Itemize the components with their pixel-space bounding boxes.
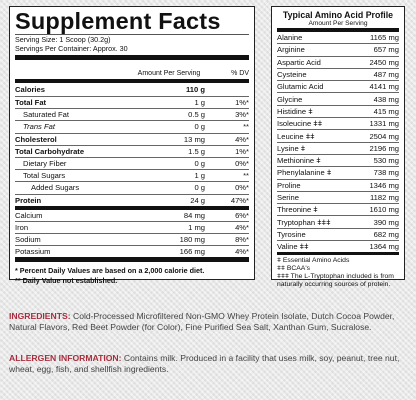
amino-name: Alanine: [277, 33, 303, 43]
dv-not-established-footnote: ** Daily Value not established.: [15, 276, 118, 286]
amino-row: Proline 1346 mg: [277, 178, 399, 191]
facts-row-total-sugars: Total Sugars 1 g **: [15, 169, 249, 181]
facts-row-calories: Calories 110 g: [15, 85, 205, 94]
amino-name: Glycine: [277, 94, 303, 104]
amino-row: Tyrosine 682 mg: [277, 227, 399, 240]
amino-row: Glycine 438 mg: [277, 92, 399, 104]
amount-per-serving-header: Amount Per Serving: [137, 70, 201, 77]
amino-name: Tryptophan ǂǂǂ: [277, 217, 331, 227]
amino-title: Typical Amino Acid Profile: [282, 10, 394, 20]
amino-amount: 2504 mg: [369, 131, 399, 141]
allergen-text: Contains milk. Produced in a facility th…: [9, 353, 400, 374]
amino-amount: 530 mg: [373, 156, 399, 166]
amino-name: Leucine ǂǂ: [277, 131, 315, 141]
amino-name: Aspartic Acid: [277, 57, 321, 67]
amino-row: Alanine 1165 mg: [277, 32, 399, 43]
amino-row: Cysteine 487 mg: [277, 67, 399, 80]
amino-name: Threonine ǂ: [277, 205, 318, 215]
amino-amount: 415 mg: [373, 106, 399, 116]
amino-row: Arginine 657 mg: [277, 43, 399, 55]
serving-size: Serving Size: 1 Scoop (30.2g): [15, 35, 111, 44]
amino-row: Aspartic Acid 2450 mg: [277, 55, 399, 68]
supplement-facts-title: Supplement Facts: [15, 8, 221, 34]
amino-amount: 2450 mg: [369, 57, 399, 67]
facts-row-total-carbohydrate: Total Carbohydrate 1.5 g 1%*: [15, 144, 249, 157]
allergen-label: ALLERGEN INFORMATION:: [9, 353, 122, 363]
servings-per-container: Servings Per Container: Approx. 30: [15, 44, 128, 53]
amino-row: Glutamic Acid 4141 mg: [277, 80, 399, 92]
amino-name: Valine ǂǂ: [277, 242, 309, 252]
amino-name: Isoleucine ǂǂ: [277, 119, 323, 129]
amino-amount: 1346 mg: [369, 180, 399, 190]
dv-footnote: * Percent Daily Values are based on a 2,…: [15, 266, 205, 276]
facts-row-iron: Iron 1 mg 4%*: [15, 220, 249, 233]
amino-name: Cysteine: [277, 70, 307, 80]
amino-name: Phenylalanine ǂ: [277, 168, 332, 178]
amino-acid-profile-panel: Typical Amino Acid Profile Amount Per Se…: [271, 6, 405, 288]
ingredients-section: INGREDIENTS: Cold-Processed Microfiltere…: [9, 311, 409, 333]
amino-name: Proline: [277, 180, 301, 190]
amino-row: Serine 1182 mg: [277, 190, 399, 203]
facts-row-cholesterol: Cholesterol 13 mg 4%*: [15, 132, 249, 145]
facts-row-sodium: Sodium 180 mg 8%*: [15, 233, 249, 245]
amino-name: Glutamic Acid: [277, 82, 324, 92]
amino-amount: 2196 mg: [369, 143, 399, 153]
allergen-section: ALLERGEN INFORMATION: Contains milk. Pro…: [9, 353, 409, 375]
amino-amount: 487 mg: [373, 70, 399, 80]
amino-amount: 390 mg: [373, 217, 399, 227]
amino-row: Isoleucine ǂǂ 1331 mg: [277, 117, 399, 129]
amino-row: Methionine ǂ 530 mg: [277, 153, 399, 166]
facts-column-header: Amount Per Serving % DV: [15, 60, 249, 79]
amino-name: Arginine: [277, 45, 305, 55]
amino-rows: Alanine 1165 mg Arginine 657 mg Aspartic Aci…: [277, 32, 399, 252]
facts-row-saturated-fat: Saturated Fat 0.5 g 3%*: [15, 108, 249, 120]
facts-row-added-sugars: Added Sugars 0 g 0%*: [15, 181, 249, 193]
supplement-facts-panel: Supplement Facts Serving Size: 1 Scoop (…: [9, 6, 255, 285]
amino-row: Tryptophan ǂǂǂ 390 mg: [277, 215, 399, 227]
amino-row: Histidine ǂ 415 mg: [277, 104, 399, 117]
amino-amount: 438 mg: [373, 94, 399, 104]
facts-row-total-fat: Total Fat 1 g 1%*: [15, 96, 249, 108]
essential-amino-note: ǂ Essential Amino Acids: [277, 257, 350, 265]
amino-amount: 1610 mg: [369, 205, 399, 215]
facts-row-potassium: Potassium 166 mg 4%*: [15, 245, 249, 257]
facts-row-calcium: Calcium 84 mg 6%*: [15, 210, 249, 220]
amino-name: Serine: [277, 193, 299, 202]
amino-name: Methionine ǂ: [277, 156, 321, 166]
amino-name: Tyrosine: [277, 229, 306, 239]
amino-amount: 1165 mg: [370, 33, 399, 43]
amino-amount: 738 mg: [373, 168, 399, 178]
amino-amount: 1182 mg: [370, 193, 399, 202]
amino-row: Leucine ǂǂ 2504 mg: [277, 129, 399, 141]
amino-name: Histidine ǂ: [277, 106, 313, 116]
amino-row: Lysine ǂ 2196 mg: [277, 141, 399, 154]
facts-row-protein: Protein 24 g 47%*: [15, 193, 249, 206]
amino-amount: 1364 mg: [369, 242, 399, 252]
facts-row-dietary-fiber: Dietary Fiber 0 g 0%*: [15, 156, 249, 169]
bcaa-note: ǂǂ BCAA's: [277, 265, 311, 273]
facts-row-trans-fat: Trans Fat 0 g **: [15, 120, 249, 132]
amino-row: Threonine ǂ 1610 mg: [277, 203, 399, 215]
ingredients-text: Cold-Processed Microfiltered Non-GMO Whe…: [9, 311, 395, 332]
amino-amount: 4141 mg: [369, 82, 399, 92]
amino-subtitle: Amount Per Serving: [308, 20, 368, 27]
ingredients-label: INGREDIENTS:: [9, 311, 71, 321]
amino-row: Phenylalanine ǂ 738 mg: [277, 166, 399, 178]
dv-header: % DV: [231, 70, 249, 77]
amino-amount: 657 mg: [373, 45, 399, 55]
tryptophan-note: ǂǂǂ The L-Tryptophan included is from na…: [277, 273, 394, 289]
amino-amount: 1331 mg: [369, 119, 399, 129]
amino-name: Lysine ǂ: [277, 143, 306, 153]
amino-amount: 682 mg: [373, 229, 399, 239]
amino-row: Valine ǂǂ 1364 mg: [277, 240, 399, 252]
